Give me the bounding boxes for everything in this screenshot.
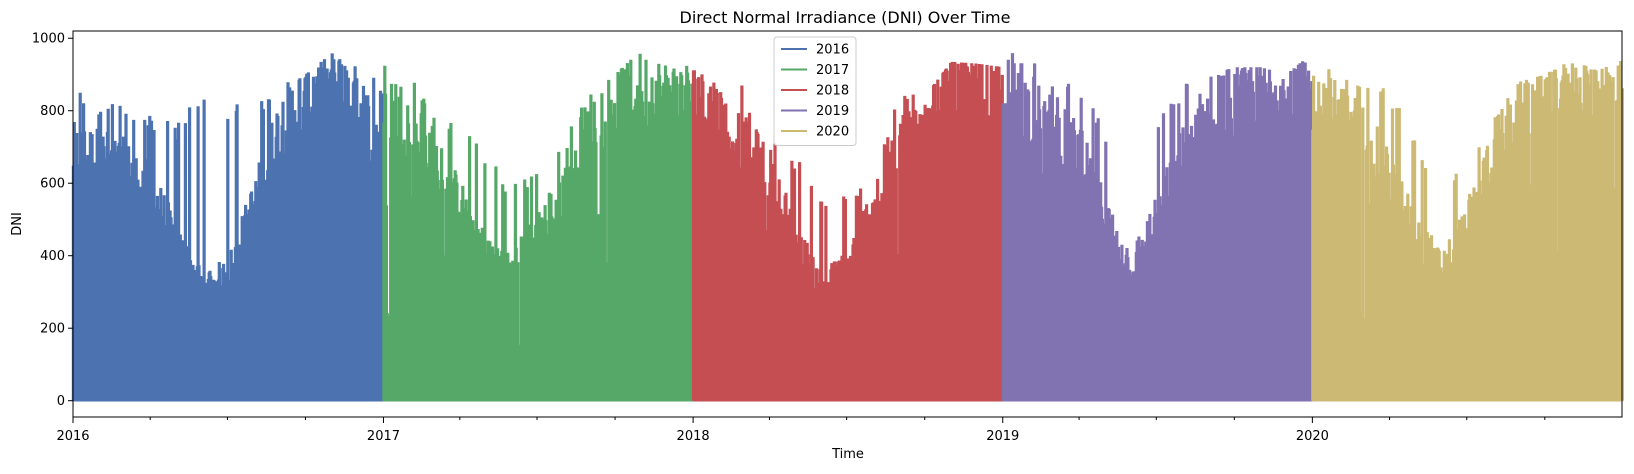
series-2017 bbox=[382, 53, 695, 402]
y-tick-label-1000: 1000 bbox=[32, 32, 65, 47]
y-tick-label-200: 200 bbox=[40, 322, 65, 337]
legend-label-2019: 2019 bbox=[816, 104, 849, 119]
series-2019 bbox=[1001, 53, 1314, 402]
y-tick-label-0: 0 bbox=[57, 394, 65, 409]
series-line-2017 bbox=[382, 53, 695, 401]
series-line-2016 bbox=[71, 53, 385, 401]
legend-label-2017: 2017 bbox=[816, 63, 849, 78]
legend-label-2020: 2020 bbox=[816, 125, 849, 140]
x-tick-label-2017: 2017 bbox=[367, 429, 400, 444]
x-axis: 2016 2017 2018 2019 2020 bbox=[56, 417, 1546, 444]
legend-label-2016: 2016 bbox=[816, 43, 849, 58]
y-tick-label-400: 400 bbox=[40, 249, 65, 264]
series-line-2019 bbox=[1001, 53, 1314, 401]
series-2020 bbox=[1311, 61, 1624, 402]
series-line-2018 bbox=[691, 61, 1004, 401]
x-tick-label-2020: 2020 bbox=[1296, 429, 1329, 444]
legend-label-2018: 2018 bbox=[816, 84, 849, 99]
series-line-2020 bbox=[1311, 61, 1624, 401]
y-tick-label-600: 600 bbox=[40, 177, 65, 192]
series-layer bbox=[71, 53, 1624, 402]
y-axis: 0 200 400 600 800 1000 bbox=[32, 32, 73, 409]
plot-frame bbox=[72, 30, 1623, 418]
legend-box bbox=[773, 36, 857, 146]
series-2016 bbox=[71, 53, 385, 402]
x-tick-label-2016: 2016 bbox=[56, 429, 89, 444]
x-tick-label-2018: 2018 bbox=[677, 429, 710, 444]
series-2018 bbox=[691, 61, 1004, 402]
y-tick-label-800: 800 bbox=[40, 104, 65, 119]
y-axis-label: DNI bbox=[10, 212, 25, 236]
x-tick-label-2019: 2019 bbox=[986, 429, 1019, 444]
chart-title: Direct Normal Irradiance (DNI) Over Time bbox=[680, 8, 1011, 27]
x-axis-label: Time bbox=[831, 447, 864, 462]
legend: 2016 2017 2018 2019 2020 bbox=[773, 36, 857, 146]
